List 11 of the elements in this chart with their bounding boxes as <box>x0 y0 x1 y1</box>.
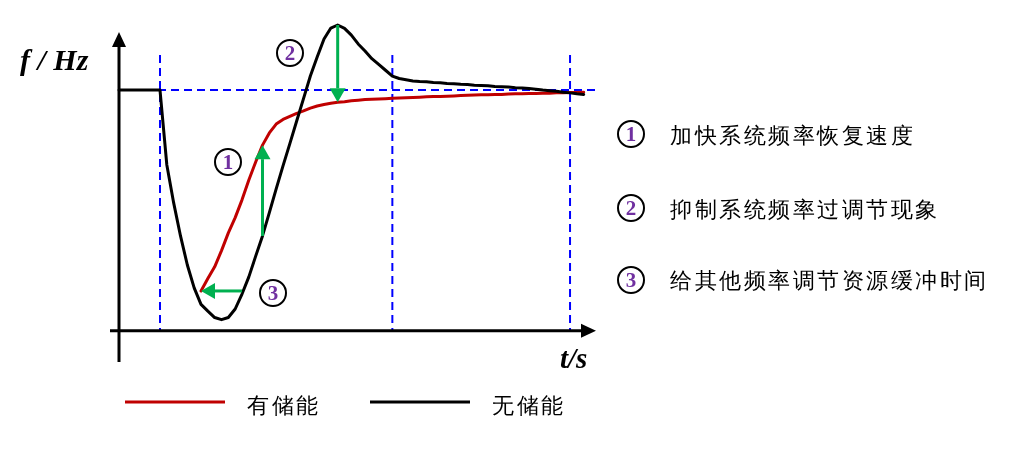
annotation: 3 <box>625 268 637 292</box>
annotation: 1 <box>222 150 234 174</box>
annotation: 1 <box>625 122 637 146</box>
annotation: 给其他频率调节资源缓冲时间 <box>670 268 989 293</box>
annotation: 抑制系统频率过调节现象 <box>670 197 940 222</box>
annotation: 2 <box>284 41 296 65</box>
annotation: 2 <box>625 196 637 220</box>
y-axis-title: f / Hz <box>20 43 89 76</box>
annotation: 加快系统频率恢复速度 <box>670 123 915 148</box>
x-axis-title: t/s <box>560 342 588 374</box>
annotation: 3 <box>267 281 279 305</box>
